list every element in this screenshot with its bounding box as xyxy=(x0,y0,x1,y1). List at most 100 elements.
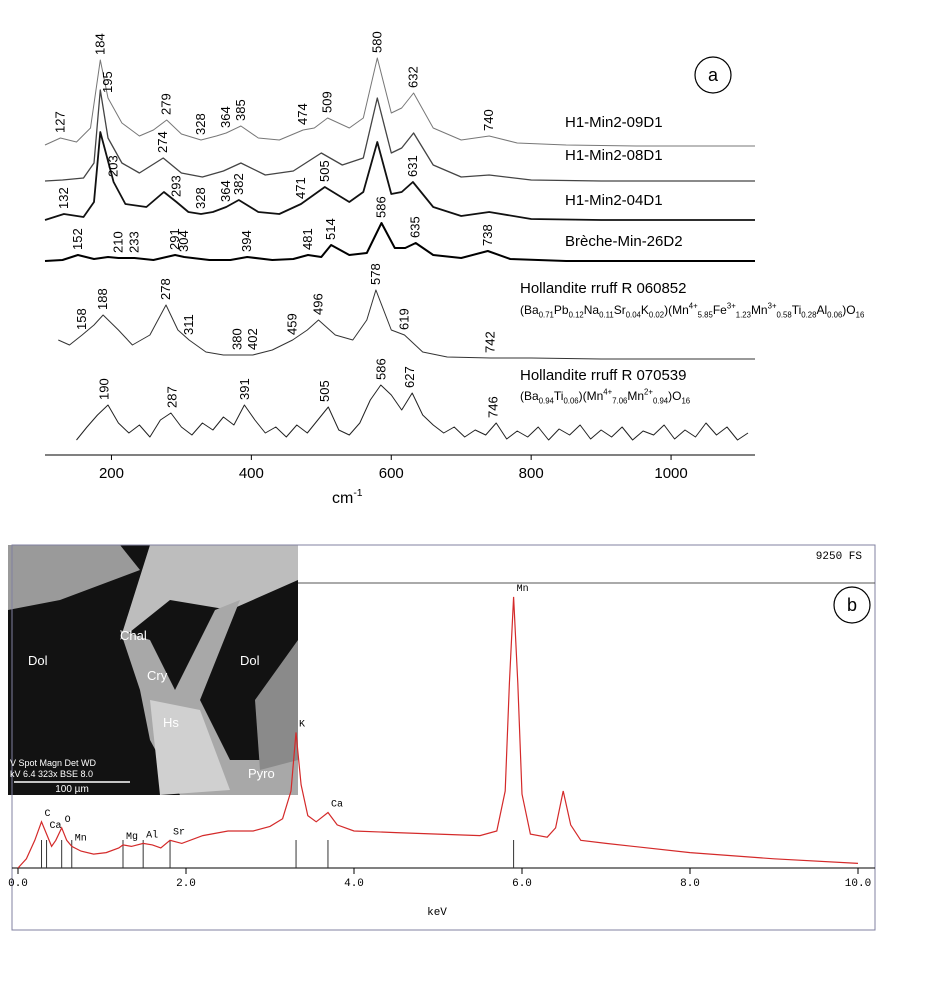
peak-label: 195 xyxy=(100,71,115,93)
spectrum-line xyxy=(76,384,749,441)
image-label: Cry xyxy=(147,668,168,683)
peak-label: 631 xyxy=(405,155,420,177)
sem-image xyxy=(8,545,298,795)
image-label: Chal xyxy=(120,628,147,643)
series-name: H1-Min2-08D1 xyxy=(565,147,663,164)
text-part: 0.28 xyxy=(801,311,816,320)
peak-label: 311 xyxy=(181,314,196,335)
text-part: 0.02 xyxy=(649,311,664,320)
peak-label: 509 xyxy=(320,91,335,113)
peak-label: 127 xyxy=(52,111,67,133)
sem-grain xyxy=(255,640,298,770)
peak-label: 382 xyxy=(231,173,246,195)
peak-label: 152 xyxy=(70,228,85,250)
x-axis-label: cm-1 xyxy=(332,488,363,507)
sem-grain xyxy=(8,545,140,610)
text-part: 3+ xyxy=(768,302,777,311)
panel-label: a xyxy=(708,65,719,85)
series-name: H1-Min2-04D1 xyxy=(565,192,663,209)
text-part: Na xyxy=(584,303,600,317)
text-part: Ti xyxy=(554,389,564,403)
text-part: Mn xyxy=(627,389,644,403)
peak-label: 287 xyxy=(164,386,179,408)
peak-label: 619 xyxy=(397,308,412,330)
element-label: Sr xyxy=(173,827,185,838)
peak-label: 210 xyxy=(110,231,125,253)
text-part: 0.71 xyxy=(539,311,554,320)
text-part: 4+ xyxy=(689,302,698,311)
peak-label: 391 xyxy=(237,378,252,400)
peak-label: 278 xyxy=(158,278,173,300)
peak-label: 304 xyxy=(176,230,191,252)
x-tick-label: 10.0 xyxy=(845,878,871,890)
text-part: Sr xyxy=(614,303,626,317)
element-label: K xyxy=(299,719,305,730)
peak-label: 746 xyxy=(485,396,500,418)
peak-label: 328 xyxy=(193,113,208,135)
text-part: 0.06 xyxy=(563,397,578,406)
text-part: 3+ xyxy=(727,302,736,311)
peak-label: 632 xyxy=(406,66,421,88)
peak-label: 586 xyxy=(373,196,388,218)
peak-label: 385 xyxy=(233,99,248,121)
element-label: Al xyxy=(146,829,158,841)
x-tick-label: 8.0 xyxy=(680,878,700,890)
text-part: 2+ xyxy=(644,388,653,397)
text-part: 0.06 xyxy=(827,311,842,320)
peak-label: 635 xyxy=(408,216,423,238)
x-tick-label: 800 xyxy=(519,465,544,482)
x-tick-label: 1000 xyxy=(654,465,687,482)
element-label: C xyxy=(45,809,51,820)
spectrum-line xyxy=(44,57,755,147)
text-part: )O xyxy=(842,303,855,317)
text-part: (Ba xyxy=(520,389,539,403)
series-name: Hollandite rruff R 060852 xyxy=(520,280,687,297)
peak-label: 364 xyxy=(218,106,233,128)
spectrum-line xyxy=(44,222,755,262)
text-part: 0.11 xyxy=(599,311,614,320)
text-part: 5.85 xyxy=(698,311,714,320)
text-part: 4+ xyxy=(603,388,612,397)
sem-grain xyxy=(120,545,298,640)
text-part: 0.12 xyxy=(569,311,584,320)
text-part: Pb xyxy=(554,303,569,317)
text-part: )(Mn xyxy=(579,389,604,403)
panel-badge xyxy=(833,586,871,624)
peak-label: 474 xyxy=(295,103,310,125)
element-label: Ca xyxy=(50,821,62,832)
peak-label: 132 xyxy=(56,187,71,209)
spectrum-line xyxy=(44,89,755,182)
text-part: 7.06 xyxy=(612,397,627,406)
peak-label: 394 xyxy=(239,230,254,252)
text-part: 0.04 xyxy=(626,311,642,320)
peak-label: 514 xyxy=(323,218,338,240)
peak-label: 580 xyxy=(369,31,384,53)
panel-badge xyxy=(694,56,732,94)
peak-label: 184 xyxy=(92,33,107,55)
peak-label: 291 xyxy=(167,228,182,250)
peak-label: 578 xyxy=(368,263,383,285)
text-part: 16 xyxy=(681,397,690,406)
text-part: Al xyxy=(816,303,827,317)
panel-label: b xyxy=(847,595,857,615)
image-label: Hs xyxy=(163,715,179,730)
peak-label: 274 xyxy=(155,131,170,153)
text-part: 0.94 xyxy=(539,397,555,406)
peak-label: 459 xyxy=(285,313,300,335)
x-axis-label: keV xyxy=(427,907,447,919)
peak-label: 328 xyxy=(193,187,208,209)
text-part: Fe xyxy=(713,303,727,317)
peak-label: 190 xyxy=(96,378,111,400)
peak-label: 742 xyxy=(483,331,498,353)
text-part: cm xyxy=(332,490,353,507)
peak-label: 586 xyxy=(373,358,388,380)
x-tick-label: 0.0 xyxy=(8,878,28,890)
element-label: Ca xyxy=(331,800,343,811)
text-part: 0.94 xyxy=(653,397,669,406)
element-label: Mg xyxy=(126,832,138,843)
image-label: Pyro xyxy=(248,766,275,781)
x-tick-label: 4.0 xyxy=(344,878,364,890)
x-tick-label: 2.0 xyxy=(176,878,196,890)
series-name: H1-Min2-09D1 xyxy=(565,114,663,131)
